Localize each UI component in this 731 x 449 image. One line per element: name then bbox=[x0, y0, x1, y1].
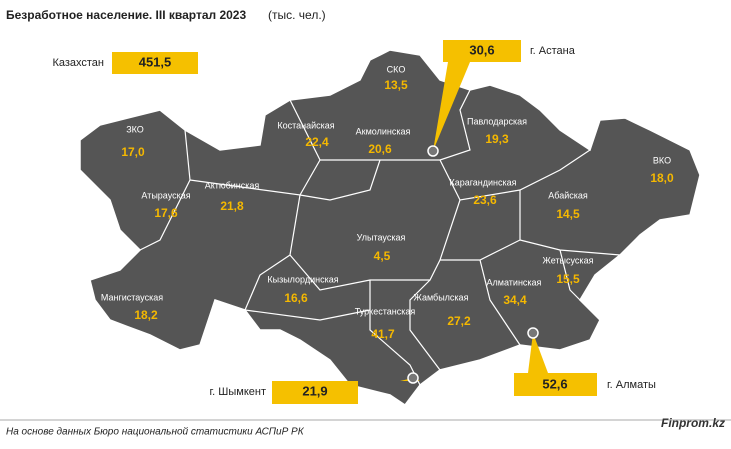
region-name: Костанайская bbox=[277, 120, 334, 130]
region-value: 16,6 bbox=[284, 291, 308, 305]
region-value: 18,2 bbox=[134, 308, 158, 322]
region-name: Мангистауская bbox=[101, 292, 163, 302]
city-label: г. Алматы bbox=[607, 379, 656, 391]
region-value: 21,8 bbox=[220, 199, 244, 213]
region-value: 23,6 bbox=[473, 193, 497, 207]
region-name: Алматинская bbox=[487, 277, 542, 287]
region-value: 15,5 bbox=[556, 272, 580, 286]
city-callouts bbox=[272, 40, 597, 404]
city-label: г. Астана bbox=[530, 45, 576, 57]
brand: Finprom.kz bbox=[661, 416, 725, 430]
region-name: Акмолинская bbox=[356, 126, 411, 136]
region-value: 41,7 bbox=[371, 327, 395, 341]
region-value: 22,4 bbox=[305, 135, 329, 149]
city-label: г. Шымкент bbox=[210, 386, 267, 398]
city-value: 21,9 bbox=[302, 383, 327, 398]
region-name: Туркестанская bbox=[355, 306, 416, 316]
region-name: СКО bbox=[387, 64, 406, 74]
region-value: 4,5 bbox=[374, 249, 391, 263]
city-value: 30,6 bbox=[469, 42, 494, 57]
region-value: 14,5 bbox=[556, 207, 580, 221]
total-box bbox=[112, 52, 198, 74]
region-name: Павлодарская bbox=[467, 116, 527, 126]
region-borders bbox=[139, 89, 621, 386]
region-name: Улытауская bbox=[357, 232, 406, 242]
title: Безработное население. III квартал 2023 bbox=[6, 8, 246, 22]
region-name: Карагандинская bbox=[449, 177, 516, 187]
region-name: Атырауская bbox=[141, 190, 190, 200]
source: На основе данных Бюро национальной стати… bbox=[6, 427, 305, 438]
region-name: ЗКО bbox=[126, 124, 144, 134]
total-label: Казахстан bbox=[52, 57, 104, 69]
total-value: 451,5 bbox=[139, 54, 172, 69]
region-value: 19,3 bbox=[485, 132, 509, 146]
region-name: Жетысуская bbox=[543, 255, 594, 265]
unit: (тыс. чел.) bbox=[268, 8, 326, 22]
region-value: 17,6 bbox=[154, 206, 178, 220]
region-name: Абайская bbox=[548, 190, 588, 200]
region-value: 34,4 bbox=[503, 293, 527, 307]
region-value: 18,0 bbox=[650, 171, 674, 185]
region-value: 13,5 bbox=[384, 78, 408, 92]
region-value: 27,2 bbox=[447, 314, 471, 328]
region-name: ВКО bbox=[653, 155, 671, 165]
region-name: Актюбинская bbox=[205, 180, 260, 190]
region-value: 17,0 bbox=[121, 145, 145, 159]
city-value: 52,6 bbox=[542, 376, 567, 391]
region-name: Кызылординская bbox=[267, 274, 338, 284]
country-map bbox=[79, 49, 701, 407]
region-value: 20,6 bbox=[368, 142, 392, 156]
region-name: Жамбылская bbox=[414, 292, 469, 302]
